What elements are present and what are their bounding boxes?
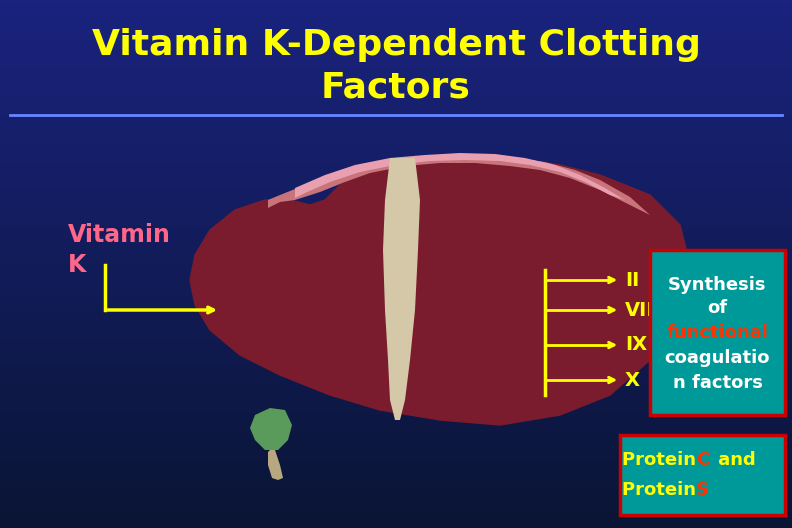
Text: and: and — [713, 451, 756, 469]
Text: Vitamin: Vitamin — [68, 223, 171, 247]
Text: S: S — [696, 481, 709, 499]
Text: Vitamin K-Dependent Clotting: Vitamin K-Dependent Clotting — [92, 28, 700, 62]
Text: coagulatio: coagulatio — [664, 349, 771, 367]
Text: K: K — [68, 253, 86, 277]
Polygon shape — [383, 158, 420, 420]
FancyBboxPatch shape — [620, 435, 785, 515]
Text: IX: IX — [625, 335, 647, 354]
FancyBboxPatch shape — [650, 250, 785, 415]
Text: II: II — [625, 270, 639, 289]
Text: Factors: Factors — [321, 71, 471, 105]
Text: X: X — [625, 371, 640, 390]
Polygon shape — [295, 153, 625, 200]
Polygon shape — [250, 408, 292, 450]
Text: Protein: Protein — [623, 481, 703, 499]
Text: Protein: Protein — [623, 451, 703, 469]
Text: of: of — [707, 299, 728, 317]
Polygon shape — [190, 158, 690, 425]
Text: n factors: n factors — [672, 374, 763, 392]
Text: VII: VII — [625, 300, 654, 319]
Polygon shape — [268, 156, 650, 215]
Polygon shape — [268, 450, 283, 480]
Text: functional: functional — [667, 324, 768, 342]
Text: Synthesis: Synthesis — [668, 276, 767, 294]
Text: C: C — [696, 451, 709, 469]
